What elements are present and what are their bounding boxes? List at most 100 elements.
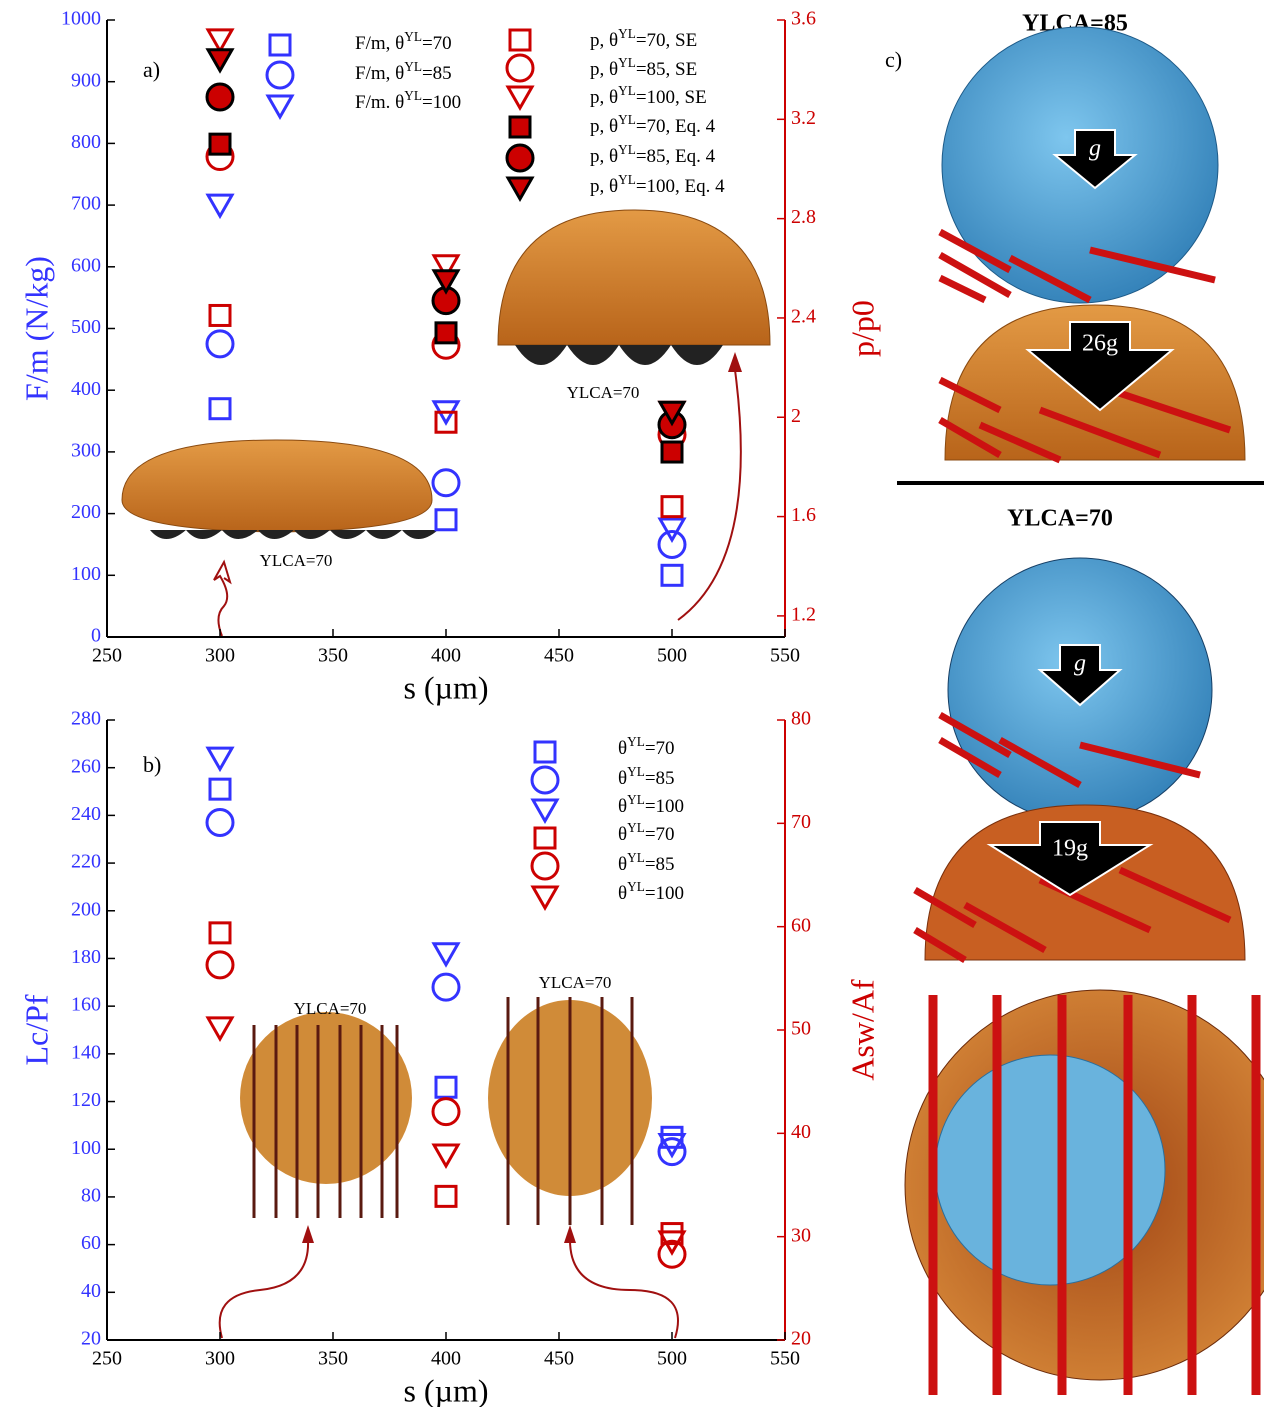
panel-title: YLCA=70 xyxy=(1007,506,1113,532)
legend-marker xyxy=(510,117,530,137)
marker xyxy=(662,497,682,517)
legend-label: p, θYL=100, Eq. 4 xyxy=(590,172,725,197)
y-tick-label: 120 xyxy=(71,1089,101,1111)
y-tick-label: 200 xyxy=(71,501,101,523)
y2-tick-label: 3.2 xyxy=(791,107,816,129)
y2-tick-label: 2.4 xyxy=(791,306,816,328)
y2-tick-label: 40 xyxy=(791,1121,811,1143)
y-tick-label: 40 xyxy=(81,1280,101,1302)
legend-marker xyxy=(507,145,533,171)
panel-label: c) xyxy=(885,47,902,72)
legend-marker xyxy=(267,62,293,88)
y-tick-label: 80 xyxy=(81,1185,101,1207)
marker xyxy=(434,271,458,292)
y-axis-title: F/m (N/kg) xyxy=(18,256,54,401)
marker xyxy=(207,331,233,357)
legend-label: θYL=85 xyxy=(618,850,675,875)
x-tick-label: 550 xyxy=(770,645,800,667)
legend-marker xyxy=(533,800,557,821)
marker xyxy=(207,810,233,836)
y-tick-label: 260 xyxy=(71,755,101,777)
y-tick-label: 900 xyxy=(71,69,101,91)
marker xyxy=(208,748,232,769)
y-tick-label: 100 xyxy=(71,1137,101,1159)
y2-axis-title: Asw/Af xyxy=(844,979,880,1081)
gravity-label: 26g xyxy=(1082,331,1118,357)
y-tick-label: 0 xyxy=(91,625,101,647)
legend-label: θYL=100 xyxy=(618,879,684,904)
legend-marker xyxy=(532,767,558,793)
legend-marker xyxy=(535,828,555,848)
x-tick-label: 250 xyxy=(92,1348,122,1370)
y-tick-label: 220 xyxy=(71,851,101,873)
x-tick-label: 250 xyxy=(92,645,122,667)
y2-tick-label: 3.6 xyxy=(791,8,816,30)
y-tick-label: 200 xyxy=(71,898,101,920)
legend-label: θYL=70 xyxy=(618,820,675,845)
x-axis-title: s (µm) xyxy=(403,1372,488,1407)
marker xyxy=(433,470,459,496)
legend-marker xyxy=(535,742,555,762)
y2-tick-label: 20 xyxy=(791,1328,811,1350)
marker xyxy=(210,305,230,325)
legend-label: p, θYL=100, SE xyxy=(590,83,707,108)
y2-tick-label: 70 xyxy=(791,811,811,833)
panel-c: c) YLCA=85 g 26g YLCA=70 xyxy=(885,11,1264,1396)
y-tick-label: 500 xyxy=(71,316,101,338)
y-tick-label: 20 xyxy=(81,1328,101,1350)
annotation: YLCA=70 xyxy=(260,551,333,570)
marker xyxy=(210,923,230,943)
x-tick-label: 450 xyxy=(544,645,574,667)
marker xyxy=(208,30,232,51)
marker xyxy=(208,195,232,216)
x-tick-label: 300 xyxy=(205,645,235,667)
marker xyxy=(207,84,233,110)
panel-label: a) xyxy=(143,57,160,82)
legend-label: θYL=100 xyxy=(618,792,684,817)
legend-label: p, θYL=85, SE xyxy=(590,55,697,80)
marker xyxy=(662,442,682,462)
y-tick-label: 700 xyxy=(71,193,101,215)
marker xyxy=(210,134,230,154)
y-tick-label: 140 xyxy=(71,1041,101,1063)
marker xyxy=(436,510,456,530)
legend-marker xyxy=(508,87,532,108)
y-tick-label: 300 xyxy=(71,439,101,461)
x-tick-label: 350 xyxy=(318,1348,348,1370)
legend-marker xyxy=(508,178,532,199)
x-tick-label: 350 xyxy=(318,645,348,667)
marker xyxy=(207,952,233,978)
annotation: YLCA=70 xyxy=(567,383,640,402)
y2-tick-label: 2.8 xyxy=(791,206,816,228)
x-tick-label: 500 xyxy=(657,1348,687,1370)
y-tick-label: 1000 xyxy=(61,8,101,30)
gravity-label: 19g xyxy=(1052,836,1088,862)
y2-tick-label: 1.6 xyxy=(791,504,816,526)
annotation: YLCA=70 xyxy=(539,973,612,992)
y-tick-label: 800 xyxy=(71,131,101,153)
y2-axis-title: p/p0 xyxy=(844,300,880,357)
y-tick-label: 60 xyxy=(81,1232,101,1254)
legend-label: θYL=85 xyxy=(618,764,675,789)
y-axis-title: Lc/Pf xyxy=(18,994,54,1065)
y2-tick-label: 30 xyxy=(791,1224,811,1246)
y-tick-label: 100 xyxy=(71,563,101,585)
marker xyxy=(436,323,456,343)
marker xyxy=(436,1186,456,1206)
marker xyxy=(208,1018,232,1039)
marker xyxy=(436,1077,456,1097)
legend-label: p, θYL=70, Eq. 4 xyxy=(590,112,716,137)
legend-marker xyxy=(270,35,290,55)
gravity-label: g xyxy=(1074,651,1086,677)
x-tick-label: 400 xyxy=(431,1348,461,1370)
y2-tick-label: 80 xyxy=(791,708,811,730)
legend-label: F/m, θYL=85 xyxy=(355,59,452,84)
marker xyxy=(210,779,230,799)
y-tick-label: 280 xyxy=(71,708,101,730)
marker xyxy=(662,565,682,585)
y2-tick-label: 2 xyxy=(791,405,801,427)
marker xyxy=(433,974,459,1000)
legend-label: F/m. θYL=100 xyxy=(355,88,461,113)
figure: c) YLCA=85 g 26g YLCA=70 xyxy=(0,0,1264,1407)
y2-tick-label: 50 xyxy=(791,1018,811,1040)
